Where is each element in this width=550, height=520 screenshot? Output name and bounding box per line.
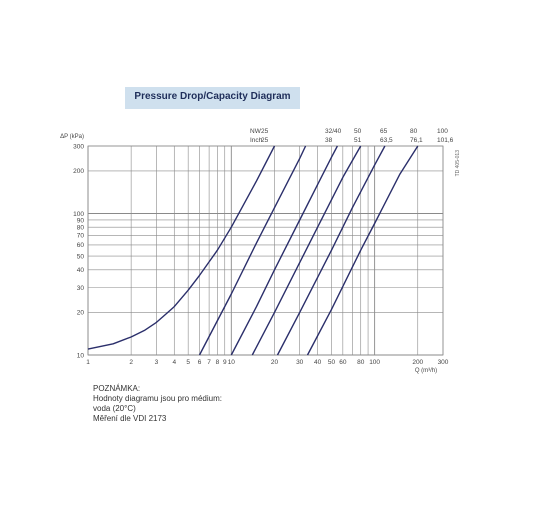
y-tick-label: 30 (77, 285, 85, 292)
note-line: voda (20°C) (93, 404, 136, 413)
size-value: 65 (380, 128, 388, 135)
series-line-65 (251, 145, 362, 356)
series-line-100 (306, 145, 419, 356)
size-row-label: NW (250, 128, 262, 135)
x-tick-label: 8 (216, 359, 220, 366)
size-value: 25 (261, 128, 269, 135)
y-tick-label: 200 (73, 168, 84, 175)
x-tick-label: 7 (207, 359, 211, 366)
y-tick-label: 20 (77, 310, 85, 317)
x-tick-label: 20 (271, 359, 279, 366)
x-tick-label: 10 (228, 359, 236, 366)
chart-title: Pressure Drop/Capacity Diagram (134, 91, 291, 102)
x-tick-label: 80 (357, 359, 365, 366)
size-value: 101,6 (437, 137, 454, 144)
y-tick-label: 300 (73, 143, 84, 150)
y-tick-label: 60 (77, 242, 85, 249)
size-value: 100 (437, 128, 448, 135)
y-axis-label: ΔP (kPa) (60, 134, 84, 140)
size-value: 32/40 (325, 128, 342, 135)
series-line-25 (87, 145, 276, 350)
size-value: 51 (354, 137, 362, 144)
size-value: 63,5 (380, 137, 393, 144)
title-band: Pressure Drop/Capacity Diagram (125, 87, 300, 109)
x-tick-label: 9 (223, 359, 227, 366)
note-heading: POZNÁMKA: (93, 384, 141, 393)
x-tick-label: 50 (328, 359, 336, 366)
y-tick-label: 90 (77, 217, 85, 224)
x-tick-label: 6 (198, 359, 202, 366)
plot-frame (87, 145, 444, 356)
y-tick-label: 40 (77, 267, 85, 274)
note-line: Měření dle VDI 2173 (93, 414, 167, 423)
y-tick-label: 100 (73, 211, 84, 218)
x-tick-label: 5 (186, 359, 190, 366)
size-row-label: Inch (250, 137, 263, 144)
x-axis-label: Q (m³/h) (415, 368, 437, 374)
x-tick-label: 1 (86, 359, 90, 366)
series-line-32-40 (198, 145, 307, 356)
series-line-50 (230, 145, 339, 356)
y-tick-label: 70 (77, 233, 85, 240)
x-tick-label: 60 (339, 359, 347, 366)
x-tick-label: 3 (155, 359, 159, 366)
x-tick-label: 4 (172, 359, 176, 366)
note-line: Hodnoty diagramu jsou pro médium: (93, 394, 222, 403)
x-tick-label: 300 (438, 359, 449, 366)
document-code: TD 405-013 (455, 150, 461, 177)
x-tick-label: 30 (296, 359, 304, 366)
x-tick-label: 40 (314, 359, 322, 366)
x-tick-label: 200 (412, 359, 423, 366)
note-block: POZNÁMKA: Hodnoty diagramu jsou pro médi… (93, 384, 222, 424)
x-tick-label: 2 (129, 359, 133, 366)
y-tick-label: 80 (77, 225, 85, 232)
size-value: 50 (354, 128, 362, 135)
y-tick-label: 10 (77, 352, 85, 359)
series-line-80 (276, 145, 386, 356)
size-value: 80 (410, 128, 418, 135)
size-value: 38 (325, 137, 333, 144)
x-tick-label: 100 (369, 359, 380, 366)
size-value: 76,1 (410, 137, 423, 144)
y-tick-label: 50 (77, 253, 85, 260)
size-value: 25 (261, 137, 269, 144)
